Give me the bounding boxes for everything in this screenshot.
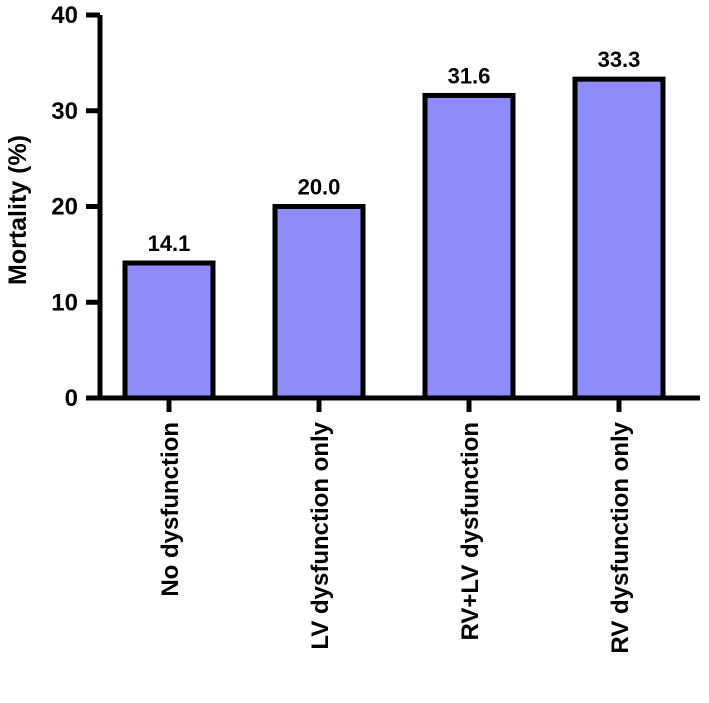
y-tick-label: 10 — [51, 289, 78, 316]
bar-value-label: 20.0 — [298, 175, 341, 200]
y-tick-label: 20 — [51, 194, 78, 221]
x-tick-label: RV dysfunction only — [607, 421, 634, 653]
bar-value-label: 31.6 — [448, 63, 491, 88]
bars — [122, 76, 666, 401]
bar-value-label: 33.3 — [598, 47, 641, 72]
bar — [572, 76, 666, 401]
bar — [272, 204, 366, 401]
y-axis-title: Mortality (%) — [4, 135, 32, 285]
data-labels: 14.1 20.0 31.6 33.3 — [148, 47, 641, 256]
y-tick-label: 30 — [51, 98, 78, 125]
category-labels: No dysfunction LV dysfunction only RV+LV d… — [157, 421, 634, 653]
y-tick-label: 0 — [65, 385, 78, 412]
x-tick-label: No dysfunction — [157, 422, 184, 597]
bar-value-label: 14.1 — [148, 231, 191, 256]
y-axis: 0 10 20 30 40 — [51, 2, 103, 412]
x-tick-label: RV+LV dysfunction — [457, 422, 484, 640]
bar — [122, 260, 216, 401]
x-tick-label: LV dysfunction only — [307, 421, 334, 649]
bar — [422, 92, 516, 401]
y-tick-label: 40 — [51, 2, 78, 29]
